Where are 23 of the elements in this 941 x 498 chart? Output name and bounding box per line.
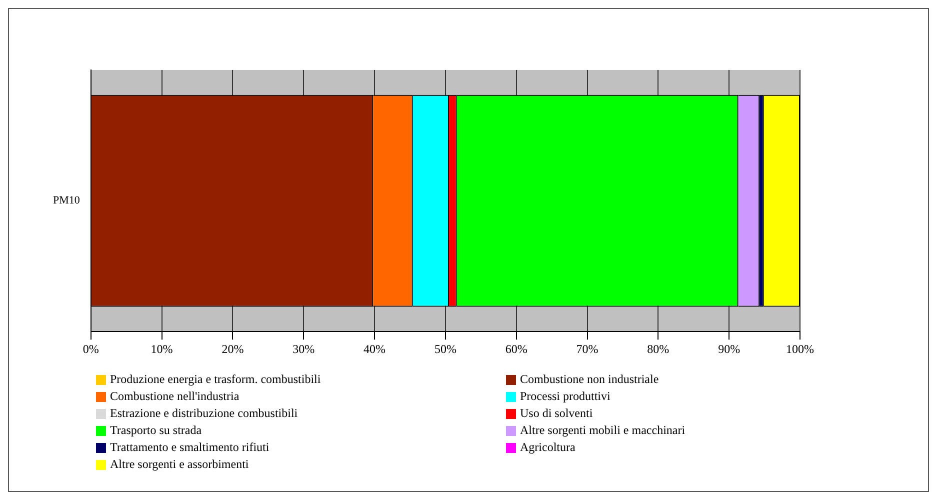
x-tick-label: 40%: [364, 342, 386, 356]
legend-label: Produzione energia e trasform. combustibili: [110, 372, 321, 387]
legend-label: Agricoltura: [520, 440, 576, 455]
legend-label: Estrazione e distribuzione combustibili: [110, 406, 298, 421]
x-tick-label: 80%: [647, 342, 670, 356]
x-tick-label: 70%: [576, 342, 598, 356]
legend-label: Altre sorgenti e assorbimenti: [110, 457, 249, 472]
x-tick-label: 20%: [222, 342, 244, 356]
x-tick-label: 90%: [718, 342, 740, 356]
legend-label: Altre sorgenti mobili e macchinari: [520, 423, 686, 438]
legend-label: Processi produttivi: [520, 389, 610, 404]
x-tick-label: 30%: [292, 342, 315, 356]
legend-label: Combustione nell'industria: [110, 389, 240, 404]
x-tick-label: 60%: [505, 342, 528, 356]
legend-label: Uso di solventi: [520, 406, 593, 421]
legend-label: Trasporto su strada: [110, 423, 202, 438]
x-tick-label: 0%: [82, 342, 99, 356]
legend-label: Combustione non industriale: [520, 372, 659, 387]
x-tick-label: 10%: [150, 342, 173, 356]
legend-label: Trattamento e smaltimento rifiuti: [110, 440, 270, 455]
y-tick-label: PM10: [52, 194, 80, 207]
x-tick-label: 50%: [434, 342, 456, 356]
x-tick-label: 100%: [786, 342, 814, 356]
